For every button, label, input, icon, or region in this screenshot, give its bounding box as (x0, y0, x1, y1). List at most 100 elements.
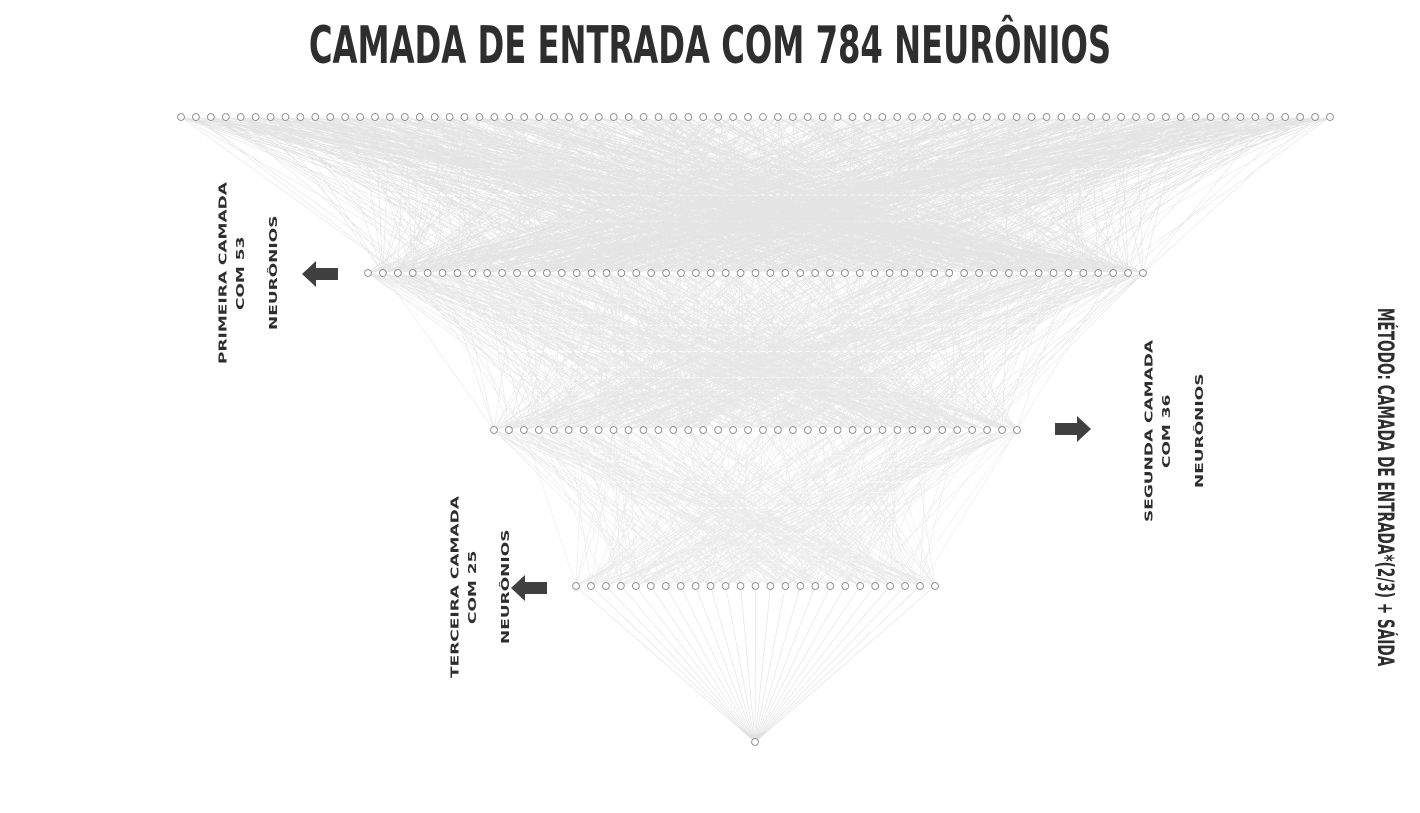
layer3-label-line1: TERCEIRA CAMADA COM 25 (447, 482, 482, 692)
neuron-primeira (1125, 270, 1132, 277)
neuron-input (670, 114, 677, 121)
method-label: MÉTODO: CAMADA DE ENTRADA*(2/3) + SÁIDA (1372, 198, 1397, 618)
neuron-input (491, 114, 498, 121)
neuron-input (446, 114, 453, 121)
neuron-primeira (558, 270, 565, 277)
neuron-segunda (760, 427, 767, 434)
neuron-primeira (692, 270, 699, 277)
neuron-primeira (782, 270, 789, 277)
neuron-input (372, 114, 379, 121)
neuron-primeira (767, 270, 774, 277)
neuron-primeira (871, 270, 878, 277)
neuron-terceira (887, 583, 894, 590)
neuron-input (685, 114, 692, 121)
neuron-input (431, 114, 438, 121)
arrow-left-icon (511, 575, 547, 601)
neuron-input (506, 114, 513, 121)
neuron-primeira (648, 270, 655, 277)
neuron-input (297, 114, 304, 121)
layer1-label-line1: PRIMEIRA CAMADA COM 53 (215, 168, 250, 378)
neuron-primeira (812, 270, 819, 277)
neuron-terceira (872, 583, 879, 590)
neuron-primeira (469, 270, 476, 277)
neuron-input (536, 114, 543, 121)
neuron-segunda (969, 427, 976, 434)
neuron-input (730, 114, 737, 121)
neuron-terceira (782, 583, 789, 590)
neuron-primeira (1050, 270, 1057, 277)
neuron-input (655, 114, 662, 121)
neuron-input (267, 114, 274, 121)
neuron-primeira (573, 270, 580, 277)
neuron-input (1013, 114, 1020, 121)
neuron-terceira (692, 583, 699, 590)
neuron-input (819, 114, 826, 121)
neuron-primeira (365, 270, 372, 277)
layer1-label: PRIMEIRA CAMADA COM 53 NEURÔNIOS (176, 168, 288, 378)
neuron-segunda (939, 427, 946, 434)
neuron-terceira (797, 583, 804, 590)
neuron-input (879, 114, 886, 121)
neuron-segunda (819, 427, 826, 434)
neuron-primeira (499, 270, 506, 277)
neuron-terceira (588, 583, 595, 590)
neuron-terceira (677, 583, 684, 590)
neuron-input (476, 114, 483, 121)
neuron-segunda (909, 427, 916, 434)
neuron-primeira (991, 270, 998, 277)
neuron-input (327, 114, 334, 121)
neuron-input (894, 114, 901, 121)
connection-bundle (494, 430, 1017, 586)
neuron-input (1312, 114, 1319, 121)
neuron-input (745, 114, 752, 121)
neuron-input (1207, 114, 1214, 121)
neuron-primeira (856, 270, 863, 277)
neuron-primeira (1020, 270, 1027, 277)
neuron-input (774, 114, 781, 121)
neuron-segunda (864, 427, 871, 434)
neuron-terceira (603, 583, 610, 590)
neuron-input (357, 114, 364, 121)
neuron-terceira (857, 583, 864, 590)
neuron-primeira (380, 270, 387, 277)
neuron-terceira (662, 583, 669, 590)
neuron-primeira (1110, 270, 1117, 277)
neuron-input (625, 114, 632, 121)
neuron-input (864, 114, 871, 121)
neuron-primeira (1140, 270, 1147, 277)
neuron-segunda (550, 427, 557, 434)
neuron-primeira (931, 270, 938, 277)
neuron-segunda (894, 427, 901, 434)
neuron-primeira (633, 270, 640, 277)
neuron-terceira (617, 583, 624, 590)
neuron-segunda (670, 427, 677, 434)
neuron-input (193, 114, 200, 121)
neuron-terceira (827, 583, 834, 590)
neuron-primeira (1080, 270, 1087, 277)
neuron-segunda (655, 427, 662, 434)
neuron-input (1192, 114, 1199, 121)
neuron-segunda (984, 427, 991, 434)
neuron-input (1177, 114, 1184, 121)
neuron-primeira (722, 270, 729, 277)
layer2-label-line2: NEURÔNIOS (1191, 374, 1208, 488)
neuron-primeira (946, 270, 953, 277)
neuron-segunda (730, 427, 737, 434)
method-text: MÉTODO: CAMADA DE ENTRADA*(2/3) + SÁIDA (1372, 308, 1397, 666)
neuron-segunda (700, 427, 707, 434)
arrow-left-icon (302, 261, 338, 287)
neuron-primeira (737, 270, 744, 277)
neuron-terceira (647, 583, 654, 590)
neuron-primeira (484, 270, 491, 277)
connection-bundle (181, 117, 1330, 273)
neuron-terceira (752, 583, 759, 590)
neuron-primeira (454, 270, 461, 277)
neuron-primeira (842, 270, 849, 277)
neuron-primeira (424, 270, 431, 277)
neuron-segunda (879, 427, 886, 434)
neuron-segunda (640, 427, 647, 434)
neuron-segunda (506, 427, 513, 434)
neuron-input (312, 114, 319, 121)
neuron-input (924, 114, 931, 121)
neuron-terceira (573, 583, 580, 590)
